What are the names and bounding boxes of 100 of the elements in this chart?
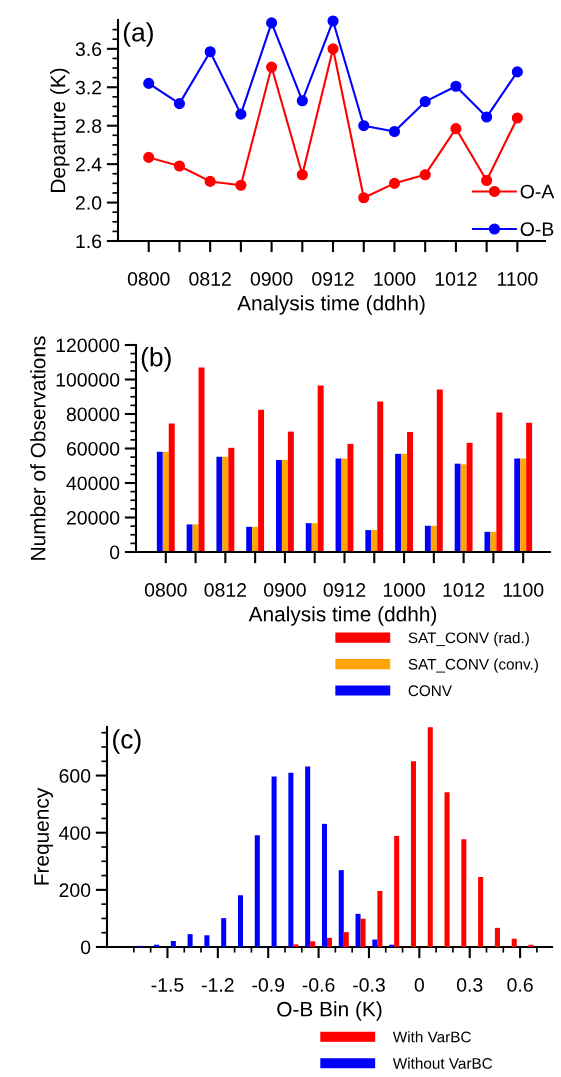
bar: [287, 431, 294, 552]
y-tick-label: 0: [80, 940, 91, 955]
x-axis-title: Analysis time (ddhh): [248, 606, 437, 626]
bar: [424, 525, 431, 552]
bar: [466, 442, 473, 552]
y-tick-label: 20000: [66, 510, 120, 525]
annotation: (b): [141, 347, 171, 372]
point: [204, 46, 216, 58]
y-tick-label: 400: [59, 826, 91, 840]
annotation: (a): [123, 22, 153, 47]
y-tick-label: 60000: [66, 441, 120, 456]
x-tick-label: 0900: [264, 583, 306, 597]
legend-label: SAT_CONV (conv.): [408, 658, 538, 673]
bar: [228, 447, 235, 552]
point: [511, 112, 523, 124]
bar: [198, 367, 205, 552]
point: [173, 98, 185, 110]
bar: [192, 524, 199, 552]
point: [358, 120, 370, 132]
x-tick-label: 1000: [374, 272, 416, 286]
x-tick-label: 0800: [144, 583, 187, 597]
x-tick-label: 0.6: [507, 978, 533, 992]
bar: [371, 530, 378, 552]
x-tick-label: -0.9: [252, 978, 285, 992]
bar: [454, 463, 461, 552]
x-tick-label: 1012: [435, 272, 477, 286]
legend-label: CONV: [408, 685, 452, 697]
x-tick-label: 0812: [204, 583, 247, 597]
y-tick-label: 1.6: [76, 234, 102, 249]
point: [266, 61, 278, 73]
point: [296, 95, 308, 107]
bar: [168, 423, 175, 552]
y-tick-label: 3.6: [75, 42, 102, 57]
bar: [216, 456, 223, 552]
point: [143, 77, 155, 89]
point: [235, 108, 247, 120]
bar: [407, 431, 413, 552]
y-axis-title: Departure (K): [50, 68, 70, 192]
bar: [526, 422, 533, 552]
point: [511, 66, 523, 78]
bar: [317, 385, 324, 552]
x-tick-label: 1000: [383, 583, 425, 597]
point: [358, 192, 370, 204]
x-tick-label: 0: [414, 978, 424, 992]
bar: [365, 530, 372, 552]
bar: [347, 443, 354, 552]
point: [266, 17, 278, 29]
y-tick-label: 2.8: [75, 119, 102, 133]
x-tick-label: -1.2: [201, 978, 234, 992]
y-axis-title: Number of Observations: [30, 336, 46, 560]
legend-label: With VarBC: [392, 1031, 471, 1043]
x-tick-label: 0912: [323, 583, 366, 597]
bar: [496, 412, 503, 552]
point: [481, 111, 493, 123]
point: [173, 160, 185, 172]
bar: [258, 409, 265, 552]
point: [235, 179, 247, 191]
point: [419, 169, 431, 181]
x-tick-label: -0.3: [353, 978, 385, 992]
legend-label: O-B: [520, 222, 554, 237]
bar: [436, 389, 443, 552]
y-tick-label: 2.4: [75, 157, 102, 172]
y-tick-label: 200: [59, 883, 91, 898]
y-tick-label: 100000: [56, 372, 120, 387]
y-tick-label: 3.2: [75, 80, 102, 95]
y-tick-label: 2.0: [75, 196, 102, 210]
annotation: (c): [113, 729, 141, 754]
bar: [520, 458, 527, 552]
x-tick-label: -1.5: [151, 978, 184, 992]
x-tick-label: 1100: [497, 272, 538, 286]
bar: [222, 456, 229, 552]
bar: [377, 401, 384, 552]
x-tick-label: 1100: [503, 583, 544, 597]
bar: [335, 458, 342, 552]
bar: [401, 453, 408, 552]
bar: [162, 451, 169, 552]
x-tick-label: 0.3: [456, 978, 483, 992]
point: [388, 125, 401, 138]
x-tick-label: 0800: [127, 272, 170, 286]
point: [204, 175, 216, 187]
bar: [460, 464, 467, 552]
bar: [275, 460, 282, 552]
x-axis-title: Analysis time (ddhh): [237, 295, 425, 315]
x-axis-title: O-B Bin (K): [277, 1001, 382, 1021]
bar: [156, 451, 163, 552]
bar: [252, 526, 259, 552]
x-tick-label: 0900: [250, 272, 293, 286]
point: [327, 43, 339, 55]
point: [388, 177, 401, 189]
point: [481, 174, 493, 187]
bar: [395, 453, 402, 552]
bar: [490, 531, 497, 552]
point: [327, 15, 339, 27]
bar: [246, 526, 253, 552]
bar: [484, 531, 491, 552]
legend-label: Without VarBC: [392, 1057, 493, 1069]
x-tick-label: -0.6: [302, 978, 335, 992]
bar: [514, 458, 521, 552]
x-tick-label: 0912: [312, 272, 354, 286]
x-tick-label: 0812: [189, 272, 231, 286]
